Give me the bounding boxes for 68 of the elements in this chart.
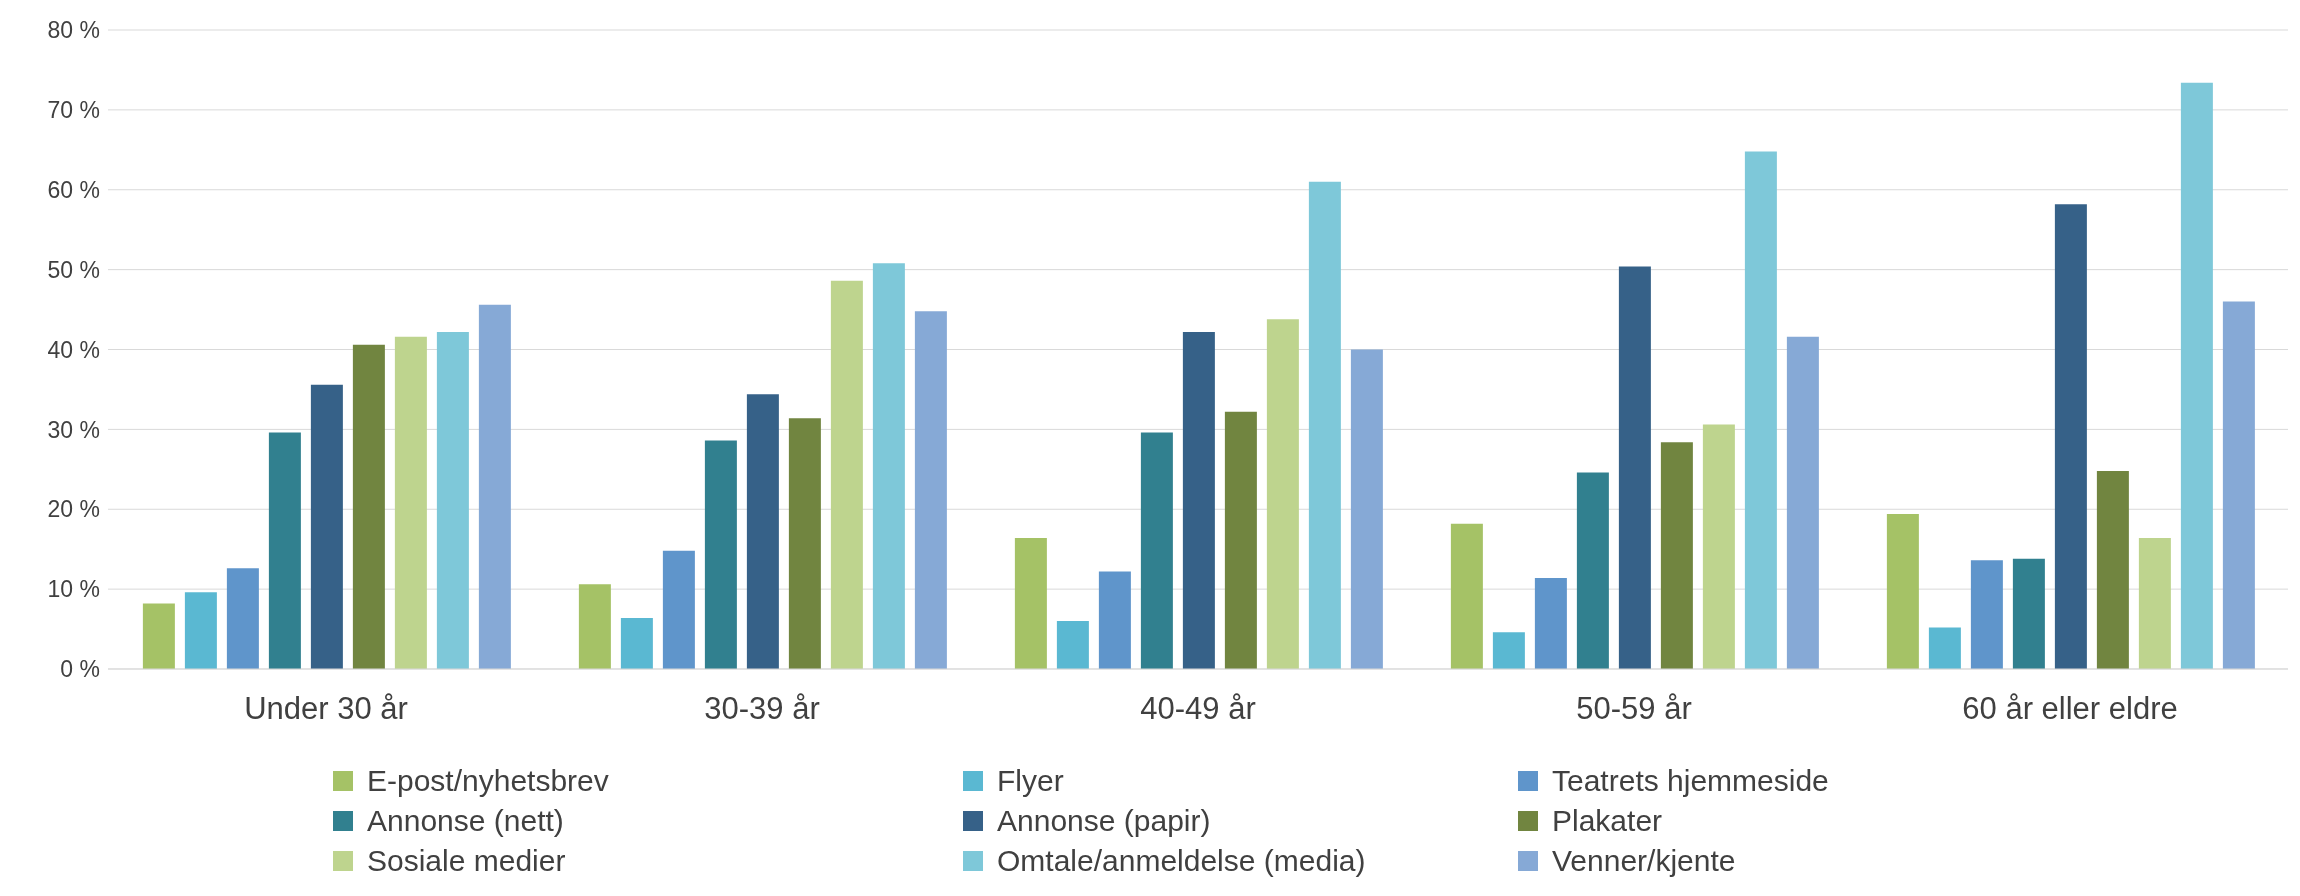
y-tick-label: 30 % — [47, 416, 100, 443]
bar — [2222, 301, 2255, 669]
y-tick-label: 10 % — [47, 576, 100, 603]
bar — [1450, 523, 1483, 669]
bar — [1660, 442, 1693, 669]
bar — [788, 418, 821, 669]
bar — [1308, 181, 1341, 669]
legend-label: E-post/nyhetsbrev — [367, 764, 609, 798]
bar — [142, 603, 175, 669]
y-tick-label: 50 % — [47, 256, 100, 283]
bar — [1014, 538, 1047, 669]
bar — [746, 394, 779, 669]
x-tick-label: 50-59 år — [1576, 691, 1692, 727]
bar — [1886, 514, 1919, 669]
bar — [1786, 336, 1819, 669]
bar — [1140, 432, 1173, 669]
bar — [2054, 204, 2087, 669]
x-tick-label: Under 30 år — [244, 691, 408, 727]
bar — [1266, 319, 1299, 669]
bar — [2138, 538, 2171, 669]
legend-label: Plakater — [1552, 804, 1663, 838]
bar — [872, 263, 905, 669]
bar — [1056, 621, 1089, 669]
bar — [620, 617, 653, 669]
bar — [1492, 632, 1525, 669]
bar — [1224, 411, 1257, 669]
bar — [830, 280, 863, 669]
bar — [662, 550, 695, 669]
bar — [184, 592, 217, 669]
bar — [2096, 470, 2129, 669]
legend-label: Flyer — [997, 764, 1064, 798]
legend-label: Annonse (nett) — [367, 804, 564, 838]
y-tick-label: 80 % — [47, 17, 100, 44]
bar — [1534, 577, 1567, 669]
bar — [1098, 571, 1131, 669]
bar — [2180, 82, 2213, 669]
x-tick-label: 60 år eller eldre — [1962, 691, 2178, 727]
legend-label: Venner/kjente — [1552, 844, 1736, 878]
bar — [436, 331, 469, 669]
bar — [1350, 349, 1383, 669]
bar — [352, 344, 385, 669]
legend-label: Sosiale medier — [367, 844, 566, 878]
y-tick-label: 60 % — [47, 176, 100, 203]
bar — [1576, 472, 1609, 669]
bar — [1928, 627, 1961, 669]
bar — [1618, 266, 1651, 669]
bar — [2012, 558, 2045, 669]
y-tick-label: 70 % — [47, 97, 100, 124]
y-tick-label: 20 % — [47, 496, 100, 523]
x-tick-label: 30-39 år — [704, 691, 820, 727]
bar — [268, 432, 301, 669]
bar — [478, 304, 511, 669]
bar — [704, 440, 737, 669]
y-tick-label: 0 % — [60, 656, 100, 683]
legend-label: Annonse (papir) — [997, 804, 1211, 838]
x-tick-label: 40-49 år — [1140, 691, 1256, 727]
y-tick-label: 40 % — [47, 336, 100, 363]
legend-label: Teatrets hjemmeside — [1552, 764, 1829, 798]
bar — [394, 336, 427, 669]
bar — [914, 311, 947, 669]
bar — [1744, 151, 1777, 669]
bar — [578, 584, 611, 669]
bar — [1702, 424, 1735, 669]
bar — [226, 568, 259, 669]
bar — [1970, 560, 2003, 669]
bar — [1182, 331, 1215, 669]
bar — [310, 384, 343, 669]
legend-label: Omtale/anmeldelse (media) — [997, 844, 1366, 878]
